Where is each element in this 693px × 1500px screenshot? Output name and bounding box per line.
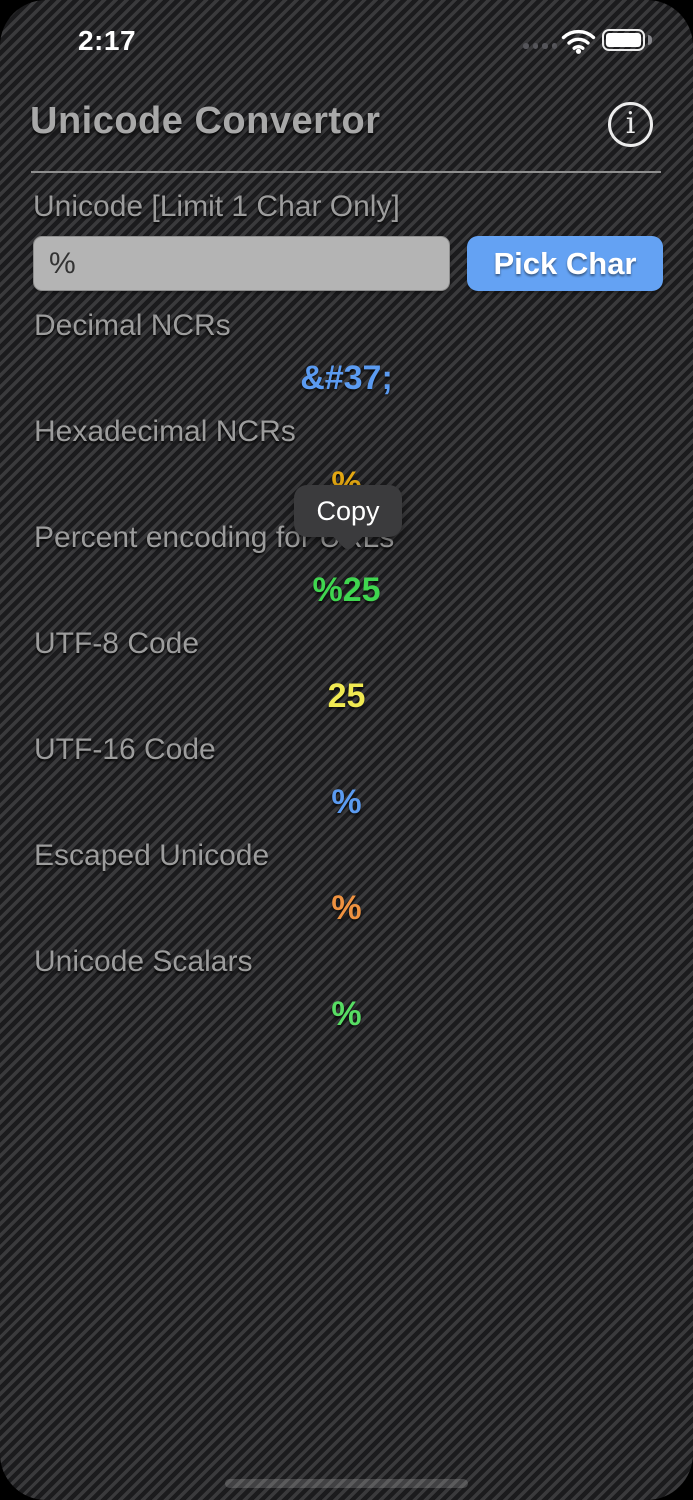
- cellular-signal-icon: [523, 43, 557, 49]
- pick-char-button[interactable]: Pick Char: [467, 236, 663, 291]
- battery-fill: [606, 33, 641, 47]
- row-label: Decimal NCRs: [34, 309, 231, 342]
- battery-nub: [648, 35, 652, 45]
- copy-tooltip[interactable]: Copy: [294, 485, 402, 552]
- row-label: Escaped Unicode: [34, 839, 270, 872]
- wifi-icon: [561, 28, 596, 59]
- row-label: Unicode Scalars: [34, 945, 253, 978]
- header-divider: [31, 171, 661, 173]
- row-utf8-code: UTF-8 Code 25: [0, 626, 693, 716]
- row-value[interactable]: %: [331, 783, 362, 821]
- row-decimal-ncrs: Decimal NCRs &#37;: [0, 308, 693, 398]
- row-label: Hexadecimal NCRs: [34, 415, 296, 448]
- status-bar-time: 2:17: [77, 25, 137, 56]
- row-hexadecimal-ncrs: Hexadecimal NCRs %: [0, 414, 693, 504]
- row-value[interactable]: 25: [327, 677, 366, 715]
- battery-icon: [602, 29, 645, 51]
- row-unicode-scalars: Unicode Scalars %: [0, 944, 693, 1034]
- row-utf16-code: UTF-16 Code %: [0, 732, 693, 822]
- unicode-input-label: Unicode [Limit 1 Char Only]: [33, 190, 400, 223]
- row-value[interactable]: &#37;: [300, 359, 393, 397]
- row-value[interactable]: %25: [312, 571, 381, 609]
- row-value[interactable]: %: [331, 889, 362, 927]
- row-escaped-unicode: Escaped Unicode %: [0, 838, 693, 928]
- home-indicator[interactable]: [225, 1479, 468, 1488]
- row-label: UTF-16 Code: [34, 733, 216, 766]
- row-value[interactable]: %: [331, 995, 362, 1033]
- unicode-char-input[interactable]: [33, 236, 450, 291]
- info-button[interactable]: i: [608, 102, 653, 147]
- info-icon: i: [625, 105, 636, 141]
- page-title: Unicode Convertor: [30, 100, 381, 142]
- row-label: UTF-8 Code: [34, 627, 200, 660]
